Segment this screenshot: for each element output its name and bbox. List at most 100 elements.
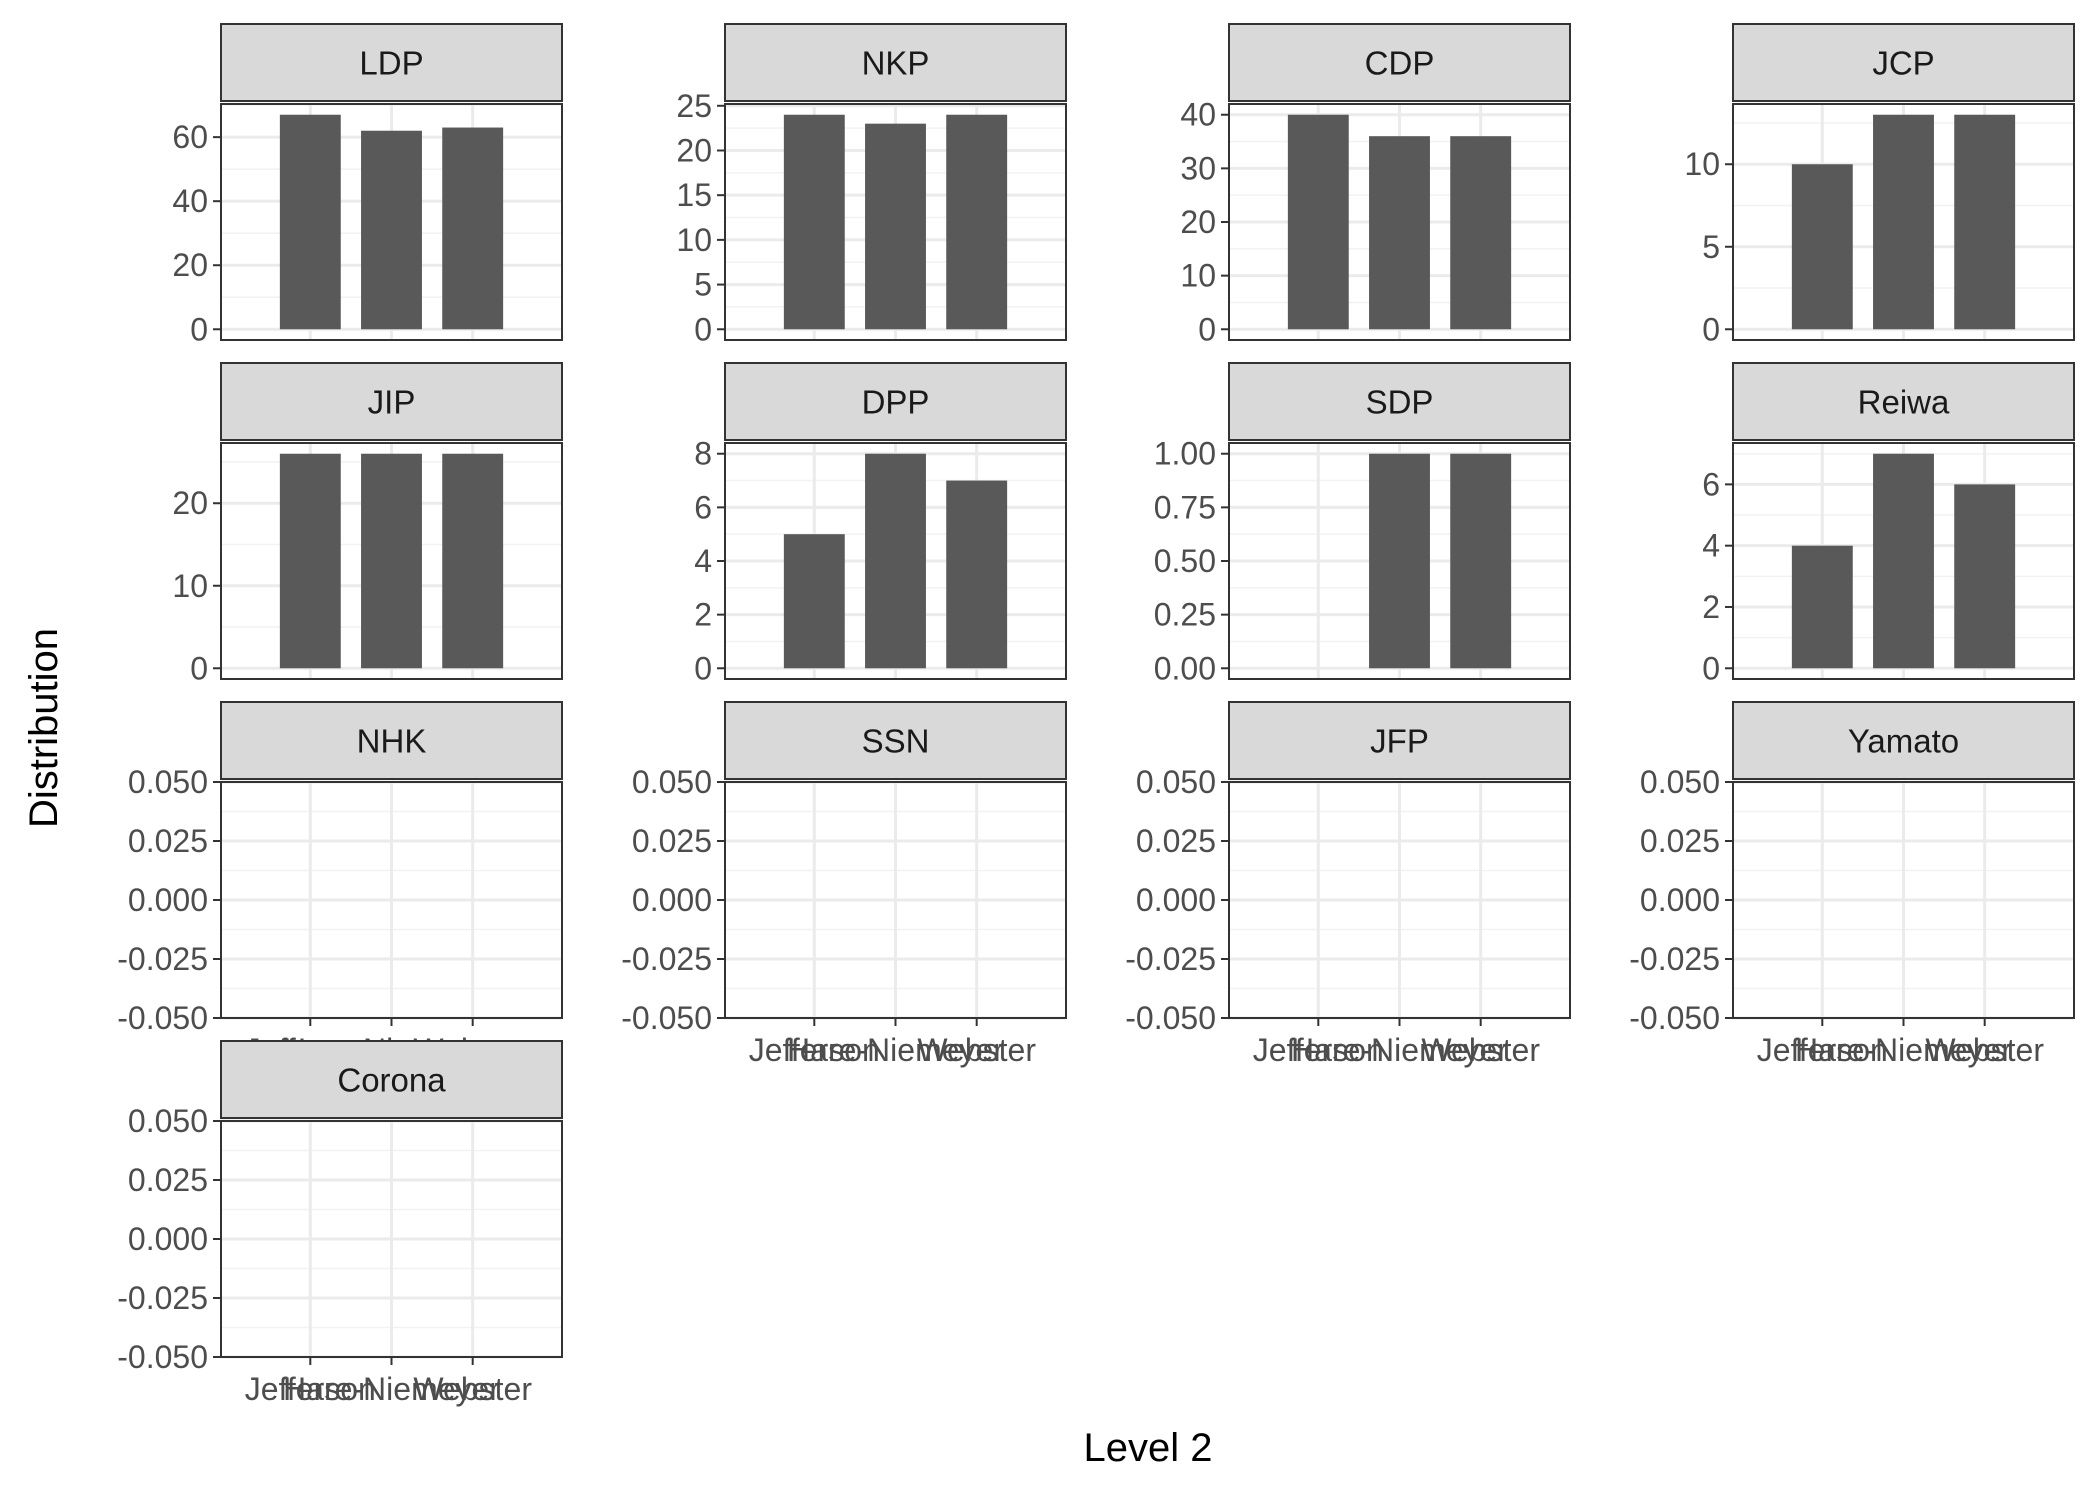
y-tick-label: 0.75: [1154, 489, 1216, 525]
y-tick-label: -0.025: [621, 941, 712, 977]
x-tick-label: Webster: [413, 1371, 532, 1407]
y-tick-label: 0.050: [1640, 764, 1720, 800]
bar-ldp-2: [442, 127, 504, 330]
y-tick-label: 0.000: [1640, 882, 1720, 918]
y-tick-label: 0.025: [1640, 823, 1720, 859]
y-tick-label: 30: [1180, 150, 1216, 186]
bar-cdp-2: [1450, 136, 1512, 330]
bar-cdp-0: [1287, 114, 1349, 330]
panel-border: [1732, 103, 2075, 341]
y-tick-label: -0.050: [1629, 1000, 1720, 1036]
y-tick-label: 60: [172, 119, 208, 155]
y-tick-label: 0.000: [1136, 882, 1216, 918]
y-tick-label: 10: [1180, 258, 1216, 294]
y-tick-label: 10: [172, 568, 208, 604]
y-tick-label: 15: [676, 177, 712, 213]
x-tick-label: Webster: [1421, 1032, 1540, 1068]
y-tick-label: 0.050: [1136, 764, 1216, 800]
x-tick-label: Hare-Niemeyer: [283, 1371, 500, 1407]
bar-reiwa-0: [1791, 545, 1853, 669]
bar-reiwa-1: [1873, 453, 1934, 669]
bar-jcp-2: [1954, 114, 2016, 330]
y-tick-label: 0: [1198, 311, 1216, 347]
y-tick-label: 0.025: [128, 823, 208, 859]
panel-border: [1732, 442, 2075, 680]
bar-nkp-0: [783, 114, 845, 330]
facet-strip: [1228, 362, 1571, 441]
x-tick-label: Jefferson: [1253, 1032, 1384, 1068]
facet-strip-label: DPP: [862, 384, 930, 421]
facet-panel-yamato: Yamato -0.050 -0.025 0.000 0.025 0.050 Jeffers…: [1629, 701, 2075, 1068]
y-tick-label: 6: [694, 489, 712, 525]
y-tick-label: 5: [1702, 229, 1720, 265]
y-tick-label: 0.025: [128, 1162, 208, 1198]
x-axis-title: Level 2: [1084, 1426, 1213, 1470]
y-tick-label: 0.00: [1154, 650, 1216, 686]
facet-panels: LDP0204060NKP0510152025CDP010203040JCP05…: [117, 23, 2075, 1407]
y-tick-label: 0: [1702, 311, 1720, 347]
facet-strip: [724, 701, 1067, 780]
facet-strip-label: NKP: [862, 45, 930, 82]
facet-strip: [220, 1040, 563, 1119]
y-tick-label: 4: [1702, 528, 1720, 564]
y-tick-label: 25: [676, 88, 712, 124]
y-tick-label: -0.050: [117, 1000, 208, 1036]
facet-strip-label: Corona: [337, 1062, 446, 1099]
x-tick-label: Hare-Niemeyer: [1795, 1032, 2012, 1068]
facet-strip: [220, 362, 563, 441]
facet-strip-label: NHK: [357, 723, 427, 760]
y-axis-title: Distribution: [22, 628, 66, 828]
bar-reiwa-2: [1954, 484, 2016, 669]
y-tick-label: 0: [694, 311, 712, 347]
y-tick-label: 0.050: [632, 764, 712, 800]
y-tick-label: 0.050: [128, 764, 208, 800]
x-tick-label: Jefferson: [1757, 1032, 1888, 1068]
y-tick-label: 10: [1684, 146, 1720, 182]
panel-border: [724, 103, 1067, 341]
facet-panel-jfp: JFP -0.050 -0.025 0.000 0.025 0.050 JeffersonH…: [1125, 701, 1571, 1068]
bar-sdp-2: [1450, 453, 1512, 669]
facet-strip-label: Reiwa: [1858, 384, 1950, 421]
bar-sdp-1: [1369, 453, 1430, 669]
facet-panel-cdp: CDP 0 10 20 30 40: [1180, 23, 1571, 347]
facet-strip: [1732, 362, 2075, 441]
y-tick-label: 40: [172, 183, 208, 219]
y-tick-label: -0.025: [117, 941, 208, 977]
facet-panel-reiwa: Reiwa 0 2 4 6: [1702, 362, 2075, 686]
facet-strip-label: SSN: [862, 723, 930, 760]
facet-strip: [1732, 701, 2075, 780]
y-tick-label: 0.025: [632, 823, 712, 859]
panel-border: [220, 442, 563, 680]
facet-panel-dpp: DPP 0 2 4 6 8: [694, 362, 1067, 686]
bar-jcp-1: [1873, 114, 1934, 330]
facet-strip-label: JFP: [1370, 723, 1429, 760]
facet-strip-label: SDP: [1366, 384, 1434, 421]
y-tick-label: 0.025: [1136, 823, 1216, 859]
bar-nkp-1: [865, 123, 926, 330]
y-tick-label: -0.025: [1629, 941, 1720, 977]
facet-panel-ldp: LDP 0 20 40 60: [172, 23, 563, 347]
facet-strip-label: LDP: [359, 45, 423, 82]
facet-panel-nhk: NHK-0.050-0.0250.0000.0250.050JeffersonH…: [117, 701, 563, 1068]
y-tick-label: 40: [1180, 97, 1216, 133]
x-tick-label: Webster: [917, 1032, 1036, 1068]
bar-dpp-2: [946, 480, 1008, 669]
y-tick-label: 20: [676, 132, 712, 168]
bar-jcp-0: [1791, 164, 1853, 330]
y-tick-label: 0.000: [128, 882, 208, 918]
facet-panel-jcp: JCP 0 5 10: [1684, 23, 2075, 347]
x-tick-label: Jefferson: [749, 1032, 880, 1068]
y-tick-label: 20: [1180, 204, 1216, 240]
facet-strip: [220, 23, 563, 102]
y-tick-label: 2: [694, 597, 712, 633]
facet-panel-sdp: SDP 0.00 0.25 0.50 0.75 1.00: [1154, 362, 1571, 686]
bar-jip-0: [279, 453, 341, 669]
bar-cdp-1: [1369, 136, 1430, 330]
y-tick-label: 20: [172, 485, 208, 521]
y-tick-label: 0: [1702, 650, 1720, 686]
facet-panel-jip: JIP 0 10 20: [172, 362, 563, 686]
bar-jip-2: [442, 453, 504, 669]
x-tick-label: Hare-Niemeyer: [1291, 1032, 1508, 1068]
panel-border: [220, 103, 563, 341]
